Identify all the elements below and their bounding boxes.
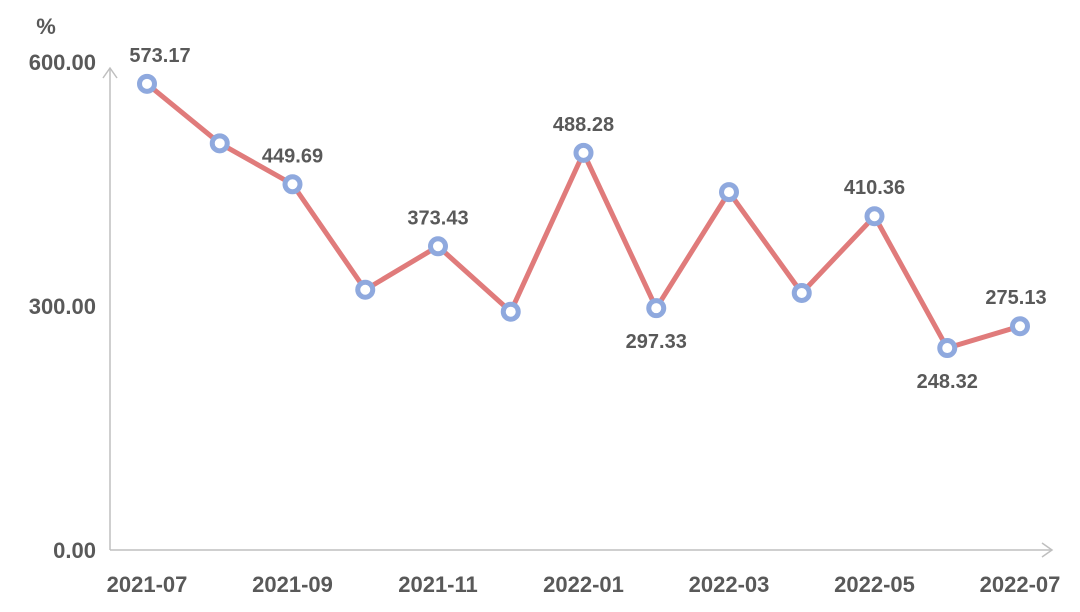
x-tick-label: 2022-07 [980, 572, 1061, 597]
data-point-marker [864, 206, 885, 227]
y-tick-label: 600.00 [29, 50, 96, 75]
x-axis-arrow [1041, 542, 1054, 558]
data-label: 275.13 [985, 287, 1046, 309]
data-label: 573.17 [129, 45, 190, 67]
data-point-marker [646, 298, 667, 319]
data-point-marker [719, 182, 739, 203]
x-tick-label: 2022-05 [834, 572, 915, 597]
data-point-marker [1010, 316, 1030, 337]
data-label: 488.28 [553, 114, 614, 136]
data-point-marker [355, 279, 376, 300]
y-tick-label: 300.00 [29, 294, 96, 319]
y-axis-arrow [102, 66, 118, 79]
x-tick-label: 2022-01 [543, 572, 624, 597]
data-label-layer: 573.17 449.69 373.43 488.28 297.33 410.36 248.… [129, 45, 1046, 393]
y-tick-label: 0.00 [53, 538, 96, 563]
data-point-marker [791, 282, 812, 303]
x-tick-label: 2022-03 [689, 572, 770, 597]
data-label: 248.32 [917, 371, 978, 393]
data-label: 449.69 [262, 145, 323, 167]
data-point-marker [137, 73, 157, 94]
y-axis-unit-label: % [36, 14, 56, 39]
data-label: 297.33 [626, 331, 687, 353]
axes: % 0.00 300.00 600.00 2021-07 2021-09 2021-11 20… [29, 14, 1061, 597]
data-point-marker [428, 236, 448, 257]
data-point-marker [209, 133, 230, 154]
data-point-marker [500, 301, 521, 322]
data-label: 373.43 [407, 207, 468, 229]
marker-layer [137, 73, 1030, 359]
data-point-marker [937, 338, 958, 359]
data-point-marker [282, 174, 303, 195]
x-tick-label: 2021-09 [252, 572, 333, 597]
x-tick-label: 2021-11 [398, 572, 478, 597]
data-point-marker [573, 142, 594, 163]
data-label: 410.36 [844, 177, 905, 199]
x-tick-label: 2021-07 [107, 572, 188, 597]
